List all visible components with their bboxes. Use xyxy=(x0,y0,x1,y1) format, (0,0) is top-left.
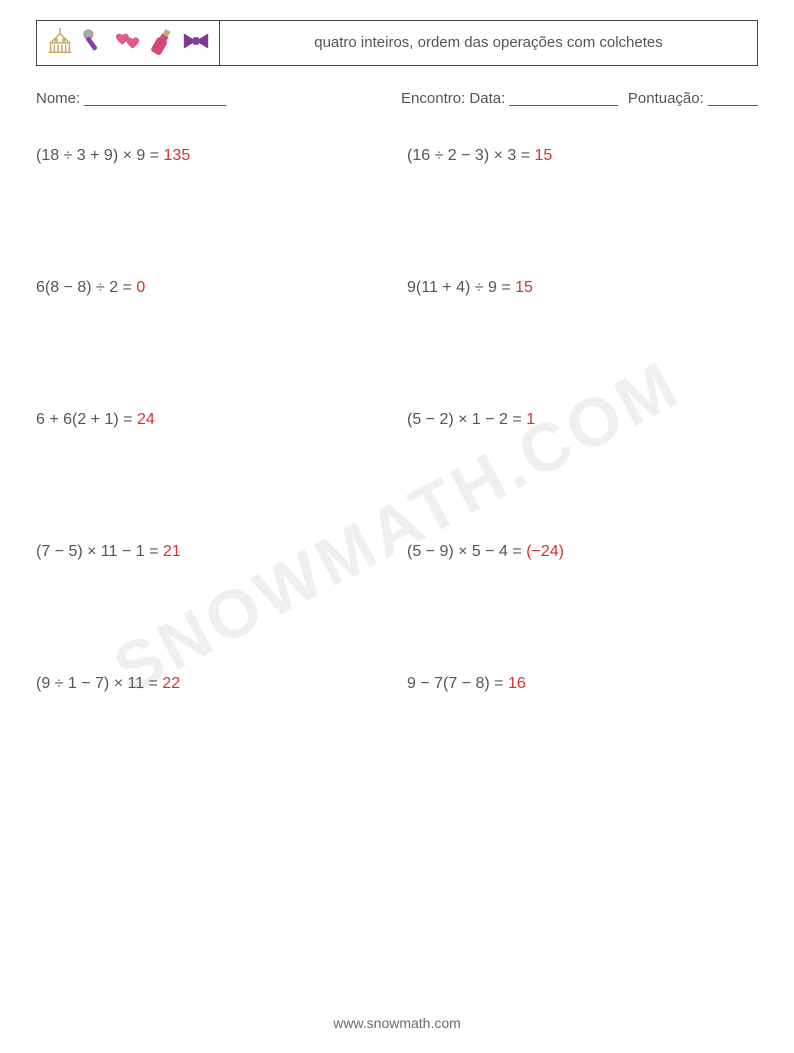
problem-item: 6(8 − 8) ÷ 2 = 0 xyxy=(36,279,387,297)
problem-expression: (5 − 2) × 1 − 2 = xyxy=(407,411,526,428)
problem-expression: (9 ÷ 1 − 7) × 11 = xyxy=(36,675,162,692)
problems-grid: (18 ÷ 3 + 9) × 9 = 135 (16 ÷ 2 − 3) × 3 … xyxy=(36,147,758,693)
problem-answer: 24 xyxy=(137,411,155,428)
problem-answer: 135 xyxy=(164,147,191,164)
worksheet-header: quatro inteiros, ordem das operações com… xyxy=(36,20,758,66)
problem-item: (5 − 2) × 1 − 2 = 1 xyxy=(407,411,758,429)
problem-answer: 15 xyxy=(535,147,553,164)
microphone-icon xyxy=(79,26,109,61)
problem-item: 6 + 6(2 + 1) = 24 xyxy=(36,411,387,429)
name-field: Nome: _________________ xyxy=(36,90,226,107)
info-row: Nome: _________________ Encontro: Data: … xyxy=(36,90,758,107)
score-field: Pontuação: ______ xyxy=(628,90,758,107)
problem-item: (16 ÷ 2 − 3) × 3 = 15 xyxy=(407,147,758,165)
problem-answer: 0 xyxy=(136,279,145,296)
problem-expression: 9 − 7(7 − 8) = xyxy=(407,675,508,692)
problem-expression: (7 − 5) × 11 − 1 = xyxy=(36,543,163,560)
problem-expression: 6(8 − 8) ÷ 2 = xyxy=(36,279,136,296)
problem-expression: 9(11 + 4) ÷ 9 = xyxy=(407,279,515,296)
problem-expression: (18 ÷ 3 + 9) × 9 = xyxy=(36,147,164,164)
footer-url: www.snowmath.com xyxy=(0,1015,794,1031)
worksheet-title: quatro inteiros, ordem das operações com… xyxy=(220,21,757,65)
problem-answer: (−24) xyxy=(526,543,564,560)
bowtie-icon xyxy=(181,26,211,61)
temple-icon xyxy=(45,26,75,61)
problem-expression: (16 ÷ 2 − 3) × 3 = xyxy=(407,147,535,164)
problem-answer: 16 xyxy=(508,675,526,692)
bottle-icon xyxy=(147,26,177,61)
problem-item: (5 − 9) × 5 − 4 = (−24) xyxy=(407,543,758,561)
header-icons xyxy=(37,21,220,65)
problem-answer: 15 xyxy=(515,279,533,296)
problem-item: (18 ÷ 3 + 9) × 9 = 135 xyxy=(36,147,387,165)
hearts-icon xyxy=(113,26,143,61)
problem-expression: 6 + 6(2 + 1) = xyxy=(36,411,137,428)
problem-item: 9(11 + 4) ÷ 9 = 15 xyxy=(407,279,758,297)
problem-item: (9 ÷ 1 − 7) × 11 = 22 xyxy=(36,675,387,693)
problem-answer: 1 xyxy=(526,411,535,428)
problem-item: (7 − 5) × 11 − 1 = 21 xyxy=(36,543,387,561)
date-field: Encontro: Data: _____________ xyxy=(401,90,618,107)
problem-item: 9 − 7(7 − 8) = 16 xyxy=(407,675,758,693)
problem-answer: 21 xyxy=(163,543,181,560)
problem-expression: (5 − 9) × 5 − 4 = xyxy=(407,543,526,560)
problem-answer: 22 xyxy=(162,675,180,692)
